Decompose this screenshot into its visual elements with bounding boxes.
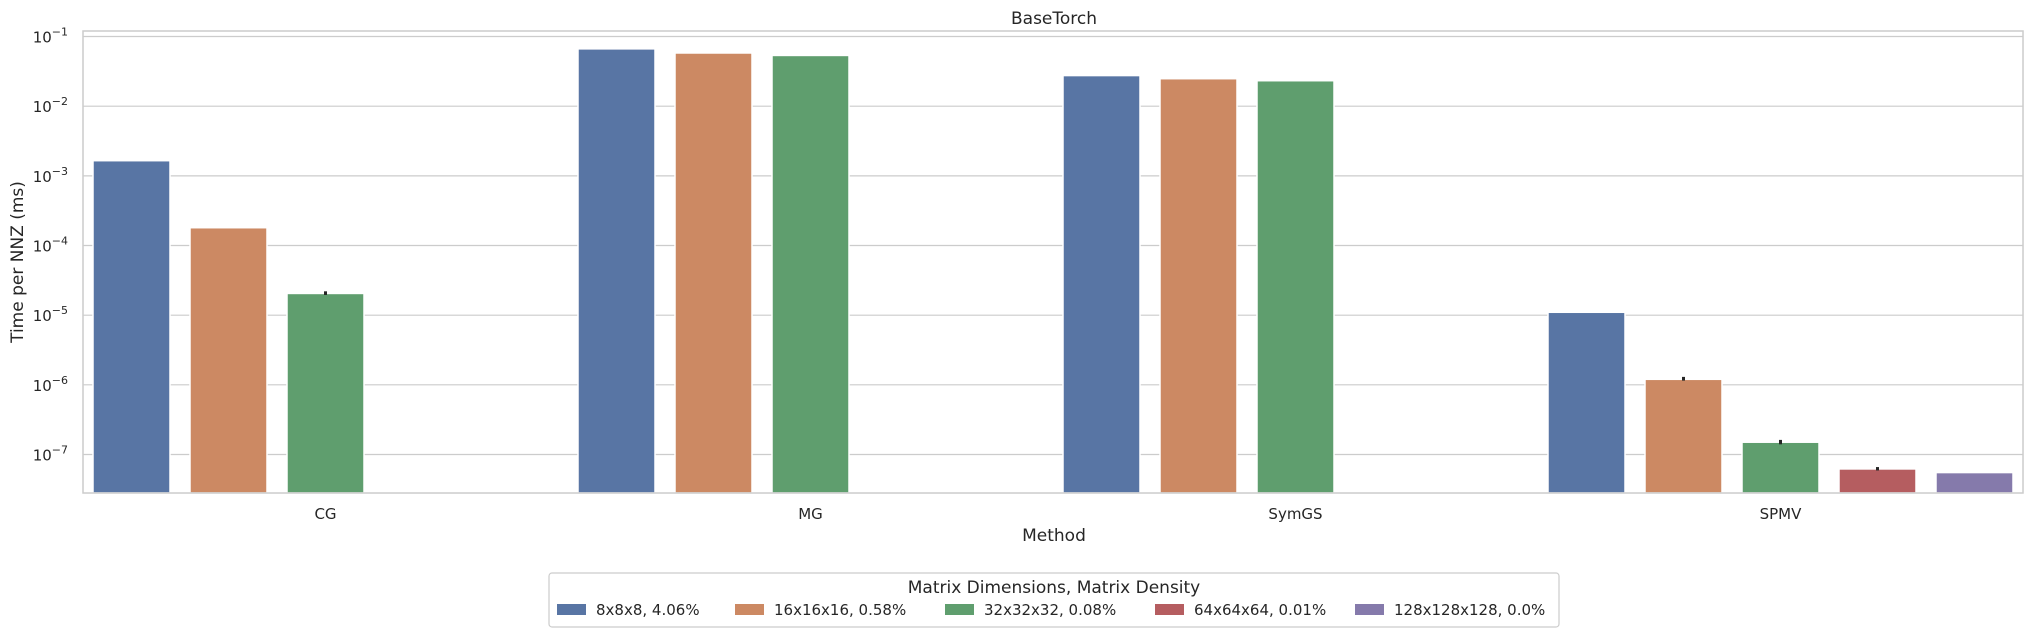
legend-swatch: [1355, 604, 1384, 615]
legend-box: [548, 572, 1560, 628]
bar: [1256, 79, 1335, 494]
legend-swatch: [1155, 604, 1184, 615]
legend-label: 16x16x16, 0.58%: [774, 601, 906, 619]
y-tick-label: 10−2: [33, 95, 68, 116]
legend-label: 64x64x64, 0.01%: [1194, 601, 1326, 619]
y-tick-labels: 10−7 10−6 10−5 10−4 10−3 10−2 10−1: [33, 26, 68, 465]
y-tick-label: 10−5: [33, 304, 68, 325]
bar: [771, 54, 850, 494]
legend-label: 128x128x128, 0.0%: [1394, 601, 1545, 619]
legend-swatch: [557, 604, 586, 615]
x-tick-label: SymGS: [1268, 505, 1322, 523]
x-tick-labels: CG MG SymGS SPMV: [314, 505, 1802, 523]
error-bars: [324, 291, 1879, 471]
y-tick-label: 10−7: [33, 443, 68, 464]
plot-frame: [82, 30, 2024, 494]
bar: [577, 48, 656, 494]
legend-label: 32x32x32, 0.08%: [984, 601, 1116, 619]
legend-swatch: [735, 604, 764, 615]
y-tick-label: 10−4: [33, 235, 68, 256]
y-tick-label: 10−6: [33, 374, 68, 395]
bar: [92, 159, 171, 494]
chart-title: BaseTorch: [1011, 9, 1097, 29]
y-tick-label: 10−1: [33, 26, 68, 47]
legend: Matrix Dimensions, Matrix Density 8x8x8,…: [548, 572, 1560, 628]
bar: [1644, 378, 1723, 494]
x-tick-label: CG: [314, 505, 336, 523]
y-gridlines: [83, 35, 2023, 456]
bar: [1159, 77, 1238, 494]
y-tick-label: 10−3: [33, 165, 68, 186]
bar: [286, 292, 365, 494]
legend-swatch: [945, 604, 974, 615]
x-tick-label: SPMV: [1760, 505, 1803, 523]
bar: [1838, 468, 1917, 494]
y-axis-label: Time per NNZ (ms): [8, 181, 28, 344]
x-tick-label: MG: [798, 505, 823, 523]
legend-label: 8x8x8, 4.06%: [596, 601, 700, 619]
bar: [1547, 311, 1626, 494]
legend-title: Matrix Dimensions, Matrix Density: [908, 578, 1201, 598]
bar: [189, 226, 268, 494]
bar: [1062, 74, 1141, 494]
x-axis-label: Method: [1022, 526, 1086, 546]
bar: [1741, 441, 1820, 494]
legend-items: 8x8x8, 4.06% 16x16x16, 0.58% 32x32x32, 0.0…: [557, 601, 1545, 619]
bar: [674, 52, 753, 494]
bar: [1935, 471, 2014, 494]
bars: [92, 48, 2014, 494]
